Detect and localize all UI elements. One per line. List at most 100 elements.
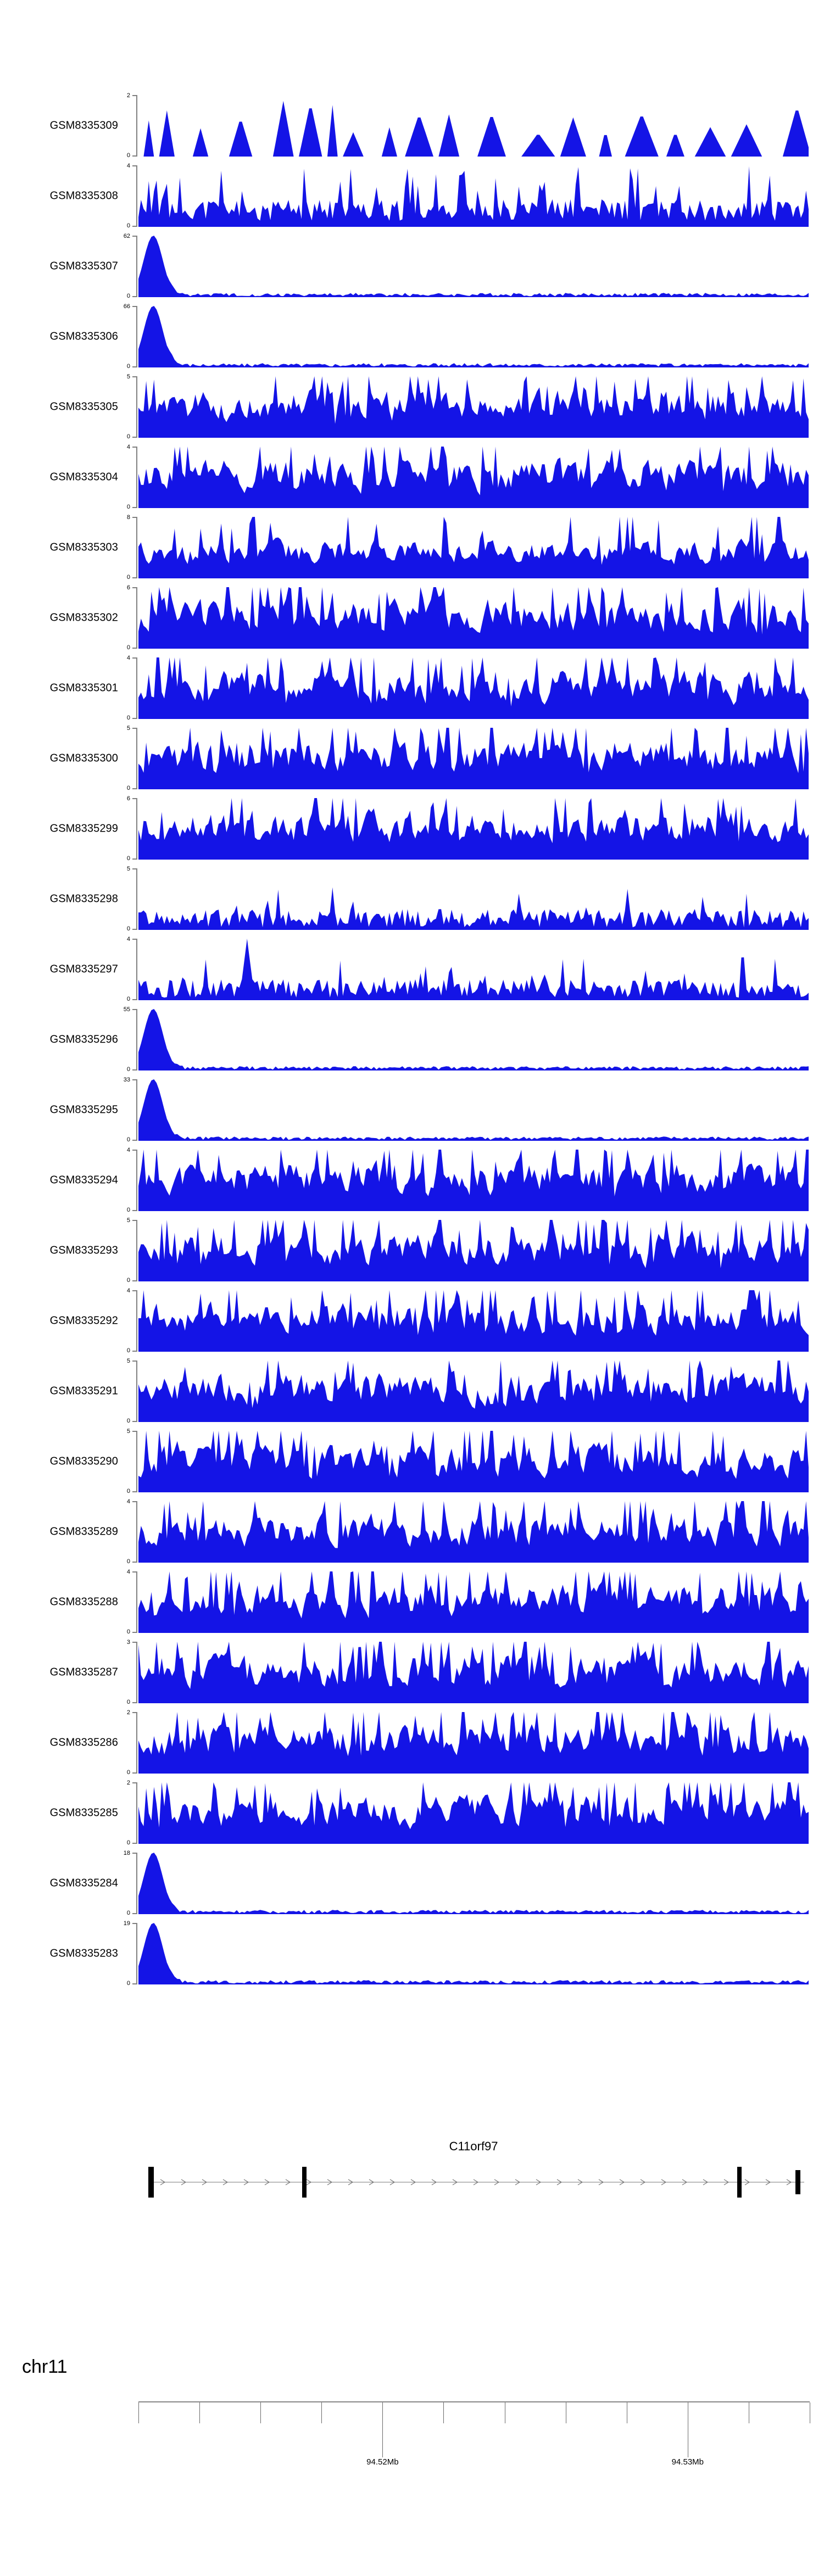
coverage-track[interactable]: GSM8335294 4 0 (0, 1145, 824, 1215)
coverage-track[interactable]: GSM8335297 4 0 (0, 934, 824, 1005)
axis-tick (260, 2402, 261, 2423)
y-axis-tick-min (132, 1913, 137, 1914)
axis-tick (382, 2402, 383, 2457)
track-sample-label: GSM8335307 (49, 260, 118, 272)
coverage-track[interactable]: GSM8335292 4 0 (0, 1286, 824, 1356)
y-axis-min-value: 0 (126, 504, 130, 510)
y-axis-tick-min (132, 1772, 137, 1774)
coverage-track[interactable]: GSM8335309 2 0 (0, 91, 824, 161)
y-axis-line (136, 1712, 137, 1774)
coverage-track[interactable]: GSM8335300 5 0 (0, 723, 824, 794)
coverage-track[interactable]: GSM8335296 55 0 (0, 1005, 824, 1075)
y-axis-tick-max (132, 306, 137, 307)
track-sample-label: GSM8335287 (49, 1666, 118, 1679)
coverage-track[interactable]: GSM8335303 8 0 (0, 512, 824, 583)
coverage-track[interactable]: GSM8335291 5 0 (0, 1356, 824, 1426)
coverage-track[interactable]: GSM8335306 66 0 (0, 302, 824, 372)
track-plot[interactable]: 18 0 (124, 1848, 824, 1919)
track-sample-label: GSM8335296 (49, 1033, 118, 1046)
y-axis-min-value: 0 (126, 1629, 130, 1635)
y-axis-tick-min (132, 1843, 137, 1844)
y-axis-min-value: 0 (126, 1769, 130, 1776)
coverage-track[interactable]: GSM8335298 5 0 (0, 864, 824, 934)
track-plot[interactable]: 19 0 (124, 1919, 824, 1989)
y-axis-min-value: 0 (126, 293, 130, 299)
coverage-area (138, 728, 809, 789)
coverage-area (138, 1290, 809, 1352)
y-axis-tick-min (132, 718, 137, 719)
y-axis-tick-max (132, 1712, 137, 1713)
y-axis-min-value: 0 (126, 1347, 130, 1354)
coverage-track[interactable]: GSM8335299 6 0 (0, 794, 824, 864)
coverage-area (138, 1361, 809, 1422)
y-axis-line (136, 1290, 137, 1352)
track-sample-label: GSM8335299 (49, 822, 118, 835)
coverage-track[interactable]: GSM8335304 4 0 (0, 442, 824, 512)
y-axis-line (136, 1361, 137, 1422)
y-axis-max-value: 4 (126, 1287, 130, 1294)
y-axis-line (136, 1782, 137, 1844)
coverage-track[interactable]: GSM8335288 4 0 (0, 1567, 824, 1637)
track-plot[interactable]: 66 0 (124, 302, 824, 372)
coverage-track[interactable]: GSM8335283 19 0 (0, 1919, 824, 1989)
gene-annotation-track: C11orf97 (0, 2139, 824, 2233)
coverage-track[interactable]: GSM8335285 2 0 (0, 1778, 824, 1848)
y-axis-min-value: 0 (126, 1277, 130, 1284)
coverage-track[interactable]: GSM8335290 5 0 (0, 1426, 824, 1497)
y-axis-max-value: 19 (123, 1920, 130, 1927)
coverage-track[interactable]: GSM8335301 4 0 (0, 653, 824, 723)
y-axis-min-value: 0 (126, 715, 130, 721)
track-sample-label: GSM8335300 (49, 752, 118, 765)
y-axis-max-value: 62 (123, 233, 130, 239)
coverage-track[interactable]: GSM8335302 6 0 (0, 583, 824, 653)
track-plot[interactable]: 33 0 (124, 1075, 824, 1145)
y-axis-max-value: 4 (126, 936, 130, 943)
y-axis-line (136, 447, 137, 508)
coverage-track[interactable]: GSM8335307 62 0 (0, 231, 824, 302)
gene-model[interactable] (138, 2162, 809, 2203)
y-axis-max-value: 5 (126, 373, 130, 380)
coverage-track[interactable]: GSM8335293 5 0 (0, 1215, 824, 1286)
track-plot[interactable]: 55 0 (124, 1005, 824, 1075)
coverage-track[interactable]: GSM8335305 5 0 (0, 372, 824, 442)
track-sample-label: GSM8335292 (49, 1314, 118, 1327)
track-plot[interactable]: 62 0 (124, 231, 824, 302)
coverage-track[interactable]: GSM8335308 4 0 (0, 161, 824, 231)
coverage-track[interactable]: GSM8335286 2 0 (0, 1708, 824, 1778)
coverage-tracks-container: GSM8335309 2 0 GSM8335308 4 0 GSM8335307 62 0 GSM… (0, 91, 824, 1989)
y-axis-max-value: 3 (126, 1639, 130, 1646)
coverage-area (138, 1642, 809, 1703)
coverage-track[interactable]: GSM8335287 3 0 (0, 1637, 824, 1708)
coverage-area (138, 447, 809, 508)
y-axis-max-value: 2 (126, 92, 130, 99)
y-axis-max-value: 5 (126, 725, 130, 732)
coverage-track[interactable]: GSM8335284 18 0 (0, 1848, 824, 1919)
coverage-track[interactable]: GSM8335289 4 0 (0, 1497, 824, 1567)
coverage-track[interactable]: GSM8335295 33 0 (0, 1075, 824, 1145)
y-axis-tick-min (132, 1280, 137, 1281)
y-axis-tick-max (132, 95, 137, 96)
y-axis-line (136, 1642, 137, 1703)
